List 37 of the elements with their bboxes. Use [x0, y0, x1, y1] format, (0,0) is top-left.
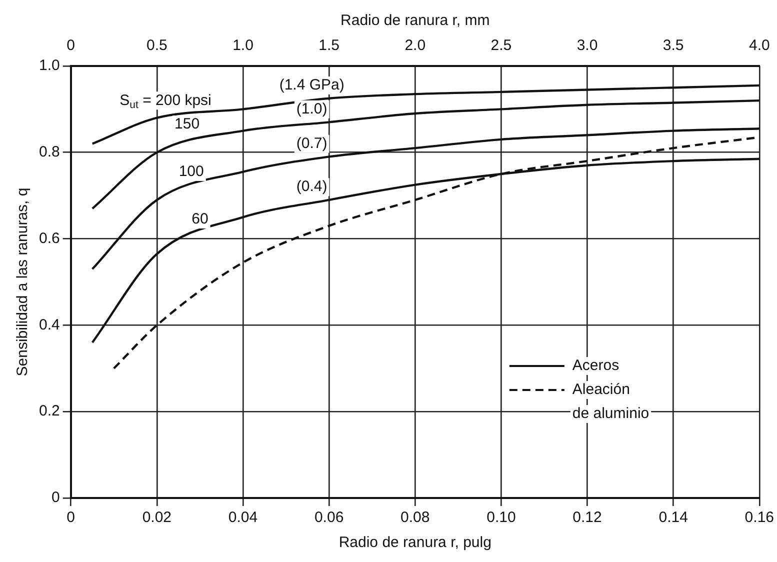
x2-tick-label: 0 — [66, 37, 76, 54]
legend-label: Aceros — [572, 357, 620, 374]
x2-tick-label: 0.5 — [146, 37, 168, 54]
x-tick-label: 0.14 — [658, 509, 688, 526]
annotation: (1.0) — [296, 100, 328, 118]
annotation: (1.4 GPa) — [279, 76, 344, 94]
x-tick-label: 0.10 — [486, 509, 516, 526]
x2-tick-label: 3.0 — [576, 37, 598, 54]
x-tick-label: 0.08 — [400, 509, 430, 526]
y-tick-label: 1.0 — [38, 57, 60, 74]
annotation: (0.4) — [296, 178, 328, 196]
legend-label: Aleación de aluminio — [572, 381, 650, 422]
y-tick-label: 0 — [52, 489, 60, 506]
x2-tick-label: 2.0 — [404, 37, 426, 54]
y-tick-label: 0.8 — [38, 144, 60, 161]
x-tick-label: 0.12 — [572, 509, 602, 526]
annotation: 100 — [178, 163, 204, 180]
x-axis-title: Radio de ranura r, pulg — [338, 534, 492, 552]
x-tick-label: 0.02 — [142, 509, 172, 526]
annotation: (0.7) — [296, 135, 328, 152]
y-tick-label: 0.2 — [38, 402, 60, 420]
x2-axis-title: Radio de ranura r, mm — [340, 12, 490, 30]
x2-tick-label: 1.5 — [318, 37, 340, 54]
y-tick-label: 0.6 — [38, 230, 60, 247]
x2-tick-label: 3.5 — [662, 37, 684, 54]
x-tick-label: 0.06 — [314, 509, 344, 526]
annotation: 150 — [174, 116, 200, 133]
x2-tick-label: 2.5 — [490, 37, 512, 54]
x-tick-label: 0.16 — [744, 509, 774, 526]
y-tick-label: 0.4 — [38, 316, 60, 334]
y-axis-title: Sensibilidad a las ranuras, q — [14, 188, 32, 376]
x2-tick-label: 1.0 — [232, 37, 254, 54]
x-tick-label: 0 — [66, 509, 76, 526]
line-series — [91, 128, 760, 270]
x2-tick-label: 4.0 — [748, 37, 770, 54]
annotation: 60 — [192, 210, 208, 228]
x-tick-label: 0.04 — [228, 509, 258, 526]
